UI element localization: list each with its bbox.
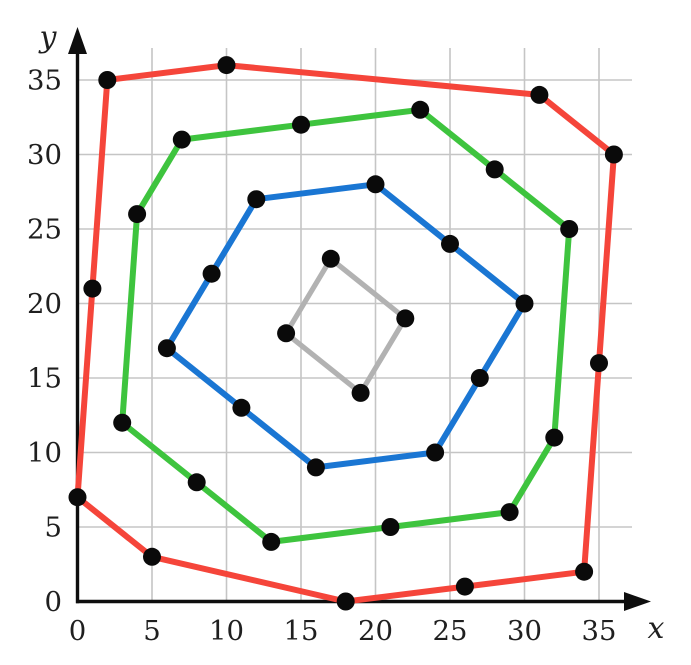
series-center-square-gray (283, 256, 408, 396)
data-point-middle-ring-green-21-5 (381, 518, 400, 536)
y-axis-letter: y (38, 20, 58, 55)
x-tick-label-20: 20 (358, 615, 393, 647)
x-tick-label-0: 0 (69, 615, 87, 647)
data-point-outer-ring-red-34-2 (575, 562, 594, 581)
data-point-middle-ring-green-29-6 (500, 503, 519, 522)
data-point-middle-ring-green-7-31 (172, 130, 191, 149)
series-outer-ring-red (74, 62, 617, 605)
x-tick-label-35: 35 (582, 615, 617, 647)
y-tick-label-20: 20 (27, 288, 62, 320)
data-point-inner-ring-blue-6-17 (157, 339, 176, 358)
y-tick-label-35: 35 (27, 65, 62, 97)
y-tick-label-5: 5 (45, 512, 63, 544)
data-point-inner-ring-blue-24-10 (426, 443, 445, 462)
data-point-middle-ring-green-8-8 (187, 473, 206, 492)
y-tick-label-30: 30 (27, 139, 62, 171)
y-axis-arrowhead (68, 27, 87, 54)
data-point-center-square-gray-14-18 (277, 324, 296, 343)
series-inner-ring-blue (163, 181, 528, 471)
data-point-inner-ring-blue-27-15 (470, 369, 489, 387)
data-point-middle-ring-green-3-12 (113, 413, 132, 432)
series-middle-ring-green (119, 106, 573, 545)
x-tick-label-10: 10 (209, 615, 244, 647)
data-point-inner-ring-blue-25-24 (441, 234, 459, 253)
data-point-outer-ring-red-10-36 (217, 56, 236, 75)
data-point-inner-ring-blue-16-9 (306, 458, 325, 477)
data-point-middle-ring-green-15-32 (292, 115, 310, 134)
data-point-middle-ring-green-23-33 (411, 100, 430, 119)
x-axis-letter: x (648, 611, 665, 646)
y-tick-label-0: 0 (45, 586, 63, 618)
x-tick-label-15: 15 (284, 615, 319, 647)
data-point-middle-ring-green-33-25 (560, 220, 579, 238)
data-point-middle-ring-green-28-29 (485, 160, 504, 179)
data-point-outer-ring-red-5-3 (143, 547, 161, 566)
data-point-inner-ring-blue-12-27 (247, 190, 266, 209)
y-tick-label-10: 10 (27, 437, 62, 469)
data-point-outer-ring-red-26-1 (455, 577, 474, 596)
x-axis-arrowhead (624, 592, 651, 611)
data-point-outer-ring-red-35-16 (590, 354, 608, 373)
data-point-outer-ring-red-0-7 (68, 488, 87, 507)
data-point-inner-ring-blue-9-22 (202, 264, 221, 283)
data-point-outer-ring-red-31-34 (530, 85, 549, 104)
data-point-middle-ring-green-4-26 (128, 205, 147, 224)
data-point-middle-ring-green-13-4 (262, 532, 281, 551)
data-point-center-square-gray-22-19 (396, 309, 415, 328)
data-point-inner-ring-blue-30-20 (515, 294, 534, 313)
data-point-outer-ring-red-2-35 (98, 71, 117, 89)
data-point-outer-ring-red-18-0 (336, 592, 355, 611)
x-tick-label-5: 5 (143, 615, 161, 647)
data-point-inner-ring-blue-11-13 (232, 398, 251, 417)
data-point-outer-ring-red-36-30 (604, 145, 623, 164)
data-point-center-square-gray-17-23 (321, 249, 340, 268)
data-point-center-square-gray-19-14 (351, 383, 370, 402)
data-point-outer-ring-red-1-21 (83, 279, 102, 298)
x-tick-label-30: 30 (507, 615, 542, 647)
data-point-inner-ring-blue-20-28 (366, 175, 385, 194)
x-tick-label-25: 25 (433, 615, 468, 647)
y-tick-label-25: 25 (27, 214, 62, 246)
y-tick-label-15: 15 (27, 363, 62, 395)
data-point-middle-ring-green-32-11 (545, 428, 564, 447)
